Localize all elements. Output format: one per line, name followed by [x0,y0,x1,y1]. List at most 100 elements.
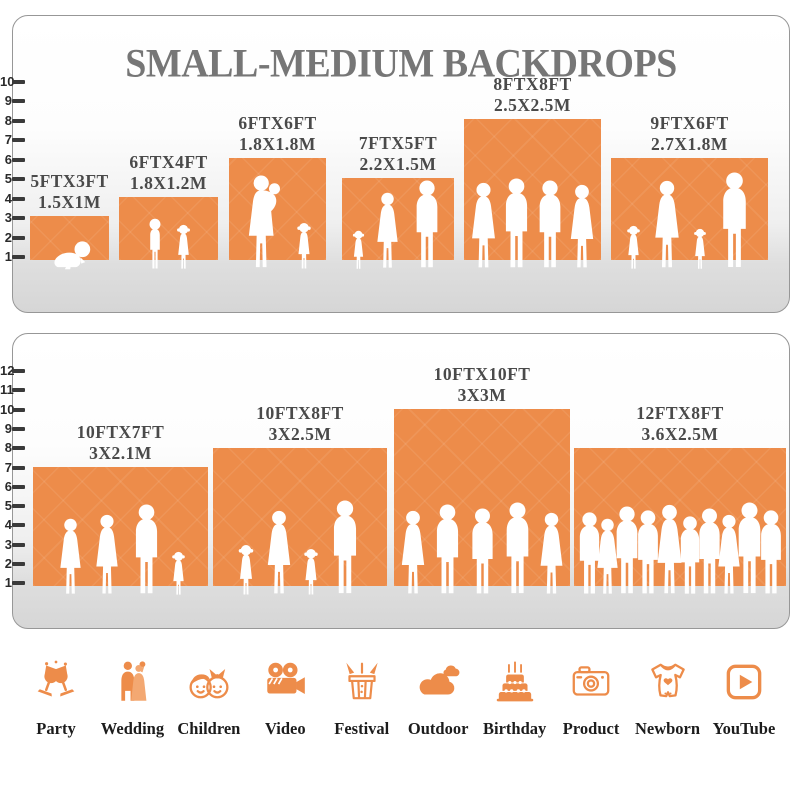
category-newborn: Newborn [632,658,704,739]
size-feet-text: 5FTX3FT [30,171,109,191]
size-feet-text: 6FTX4FT [129,152,208,172]
girl-silhouette [624,225,643,270]
woman-silhouette [371,192,404,270]
backdrop-8ftx8ft: 8FTX8FT 2.5X2.5M [464,74,601,260]
people-silhouettes [33,504,208,596]
page-title: SMALL-MEDIUM BACKDROPS [125,41,677,87]
backdrop-size-label: 12FTX8FT 3.6X2.5M [544,403,800,445]
size-feet-text: 8FTX8FT [493,74,572,94]
man-silhouette [753,510,789,596]
backdrop-9ftx6ft: 9FTX6FT 2.7X1.8M [611,113,768,260]
youtube-icon [720,658,768,706]
ruler-number: 1 [4,575,12,591]
category-label: Children [177,719,241,738]
category-party: Party [20,658,92,739]
ruler-number: 1 [4,249,12,264]
backdrop-size-label: 10FTX7FT 3X2.1M [3,422,238,464]
category-label: Newborn [634,719,701,738]
size-meters-text: 3.6X2.5M [641,424,719,444]
product-icon [567,658,615,706]
backdrop-5ftx3ft: 5FTX3FT 1.5X1M [30,171,109,260]
wedding-icon [108,658,156,706]
small-medium-panel: SMALL-MEDIUM BACKDROPS 5FTX3FT 1.5X1M 6FTX… [12,15,790,313]
ruler-number: 4 [4,517,12,533]
size-meters-text: 3X2.1M [89,443,152,463]
size-meters-text: 3X2.5M [268,424,332,444]
woman-silhouette [261,510,297,596]
backdrop-7ftx5ft: 7FTX5FT 2.2X1.5M [342,133,454,260]
size-meters-text: 1.8X1.2M [130,173,207,193]
girl-silhouette [294,222,314,270]
backdrop-6ftx6ft: 6FTX6FT 1.8X1.8M [229,113,326,260]
man-silhouette [325,500,365,596]
backdrop-size-label: 8FTX8FT 2.5X2.5M [434,74,631,116]
boy-silhouette [144,218,166,270]
size-meters-text: 1.5X1M [38,192,101,212]
children-icon [185,658,233,706]
backdrop-rect [30,216,109,260]
category-label: Outdoor [407,719,469,738]
size-feet-text: 7FTX5FT [358,133,438,153]
category-label: YouTube [712,719,776,738]
category-video: Video [249,658,321,739]
woman-silhouette [90,514,124,596]
size-meters-text: 1.8X1.8M [239,134,316,154]
category-label: Birthday [482,719,547,738]
backdrop-size-label: 5FTX3FT 1.5X1M [0,171,139,213]
size-feet-text: 10FTX10FT [433,364,531,384]
backdrop-10ftx7ft: 10FTX7FT 3X2.1M [33,422,208,586]
man-silhouette [428,504,467,596]
ruler-number: 6 [4,151,12,167]
backdrop-size-label: 6FTX6FT 1.8X1.8M [199,113,356,155]
backdrop-size-label: 7FTX5FT 2.2X1.5M [312,133,484,175]
category-wedding: Wedding [96,658,168,739]
party-icon [32,658,80,706]
ruler-number: 6 [4,478,12,494]
woman-silhouette [648,180,686,270]
woman-silhouette [54,518,87,596]
woman-silhouette [395,510,431,596]
category-product: Product [555,658,627,739]
baby-silhouette [46,240,93,270]
people-silhouettes [342,180,454,270]
ruler-number: 2 [4,556,12,571]
ruler-number: 9 [4,93,12,108]
ruler-number: 10 [0,73,15,89]
category-festival: Festival [326,658,398,739]
category-birthday: Birthday [479,658,551,739]
size-feet-text: 10FTX7FT [76,422,165,442]
category-label: Product [562,719,620,738]
people-silhouettes [394,502,570,596]
video-icon [261,658,309,706]
man-silhouette [464,508,501,596]
size-meters-text: 2.5X2.5M [494,95,571,115]
woman-holding-baby-silhouette [242,175,288,270]
outdoor-icon [414,658,462,706]
category-youtube: YouTube [708,658,780,739]
backdrop-10ftx8ft: 10FTX8FT 3X2.5M [213,403,387,586]
category-label: Video [264,719,306,738]
category-label: Wedding [100,719,165,738]
woman-silhouette [534,512,569,596]
girl-silhouette [235,544,257,596]
people-silhouettes [464,178,601,270]
woman-silhouette [564,184,600,270]
backdrop-rect [229,158,326,260]
festival-icon [338,658,386,706]
backdrop-size-label: 6FTX4FT 1.8X1.2M [89,152,248,194]
ruler-number: 5 [4,498,12,514]
category-row: Party Wedding [20,658,780,739]
people-silhouettes [574,502,786,596]
girl-silhouette [174,224,193,270]
category-label: Party [36,719,76,738]
ruler-number: 2 [4,229,12,245]
backdrop-12ftx8ft: 12FTX8FT 3.6X2.5M [574,403,786,586]
girl-silhouette [169,551,188,596]
man-silhouette [408,180,446,270]
ruler-number: 10 [0,401,15,417]
backdrop-size-label: 9FTX6FT 2.7X1.8M [581,113,798,155]
girl-silhouette [301,548,321,596]
backdrop-rect [119,197,218,260]
people-silhouettes [229,175,326,270]
